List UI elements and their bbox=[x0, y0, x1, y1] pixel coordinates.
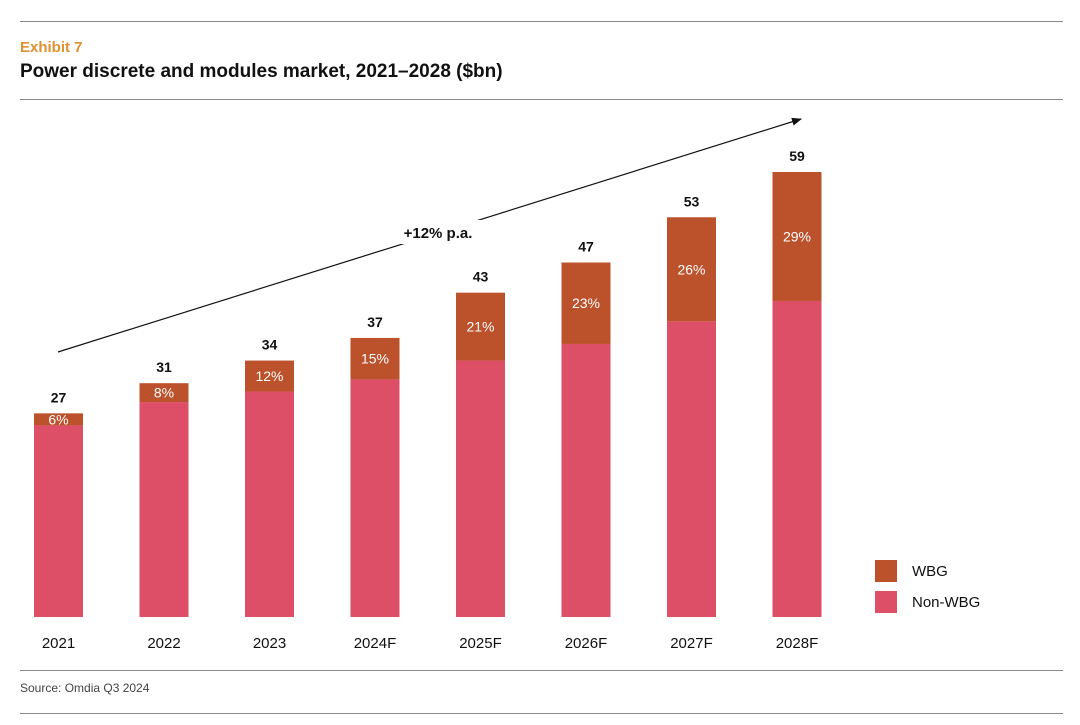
legend-swatch-wbg bbox=[875, 560, 897, 582]
wbg-share-label-2022: 8% bbox=[154, 385, 174, 401]
growth-label-background bbox=[392, 220, 484, 244]
source-note: Source: Omdia Q3 2024 bbox=[20, 681, 150, 695]
bar-wbg-2027f bbox=[667, 217, 716, 322]
bar-non-wbg-2025f bbox=[456, 360, 505, 617]
bar-non-wbg-2026f bbox=[561, 343, 611, 617]
total-label-2023: 34 bbox=[262, 337, 278, 353]
title-rule bbox=[20, 99, 1063, 100]
x-tick-2022: 2022 bbox=[147, 635, 180, 652]
bar-wbg-2021 bbox=[34, 413, 83, 426]
growth-annotation: +12% p.a. bbox=[404, 225, 473, 242]
x-tick-2027f: 2027F bbox=[670, 635, 713, 652]
bar-wbg-2022 bbox=[139, 383, 189, 403]
total-label-2024f: 37 bbox=[367, 314, 383, 330]
bar-wbg-2026f bbox=[561, 262, 611, 344]
bar-non-wbg-2028f bbox=[772, 300, 822, 617]
bar-non-wbg-2024f bbox=[350, 379, 400, 617]
wbg-share-label-2021: 6% bbox=[48, 411, 68, 427]
x-tick-2025f: 2025F bbox=[459, 635, 502, 652]
axis-rule bbox=[20, 670, 1063, 671]
chart-title: Power discrete and modules market, 2021–… bbox=[20, 61, 503, 82]
wbg-share-label-2027f: 26% bbox=[677, 261, 705, 277]
x-tick-2026f: 2026F bbox=[565, 635, 608, 652]
x-tick-2024f: 2024F bbox=[354, 635, 397, 652]
bar-wbg-2023 bbox=[245, 360, 294, 392]
total-label-2021: 27 bbox=[51, 389, 67, 405]
wbg-share-label-2026f: 23% bbox=[572, 295, 600, 311]
total-label-2027f: 53 bbox=[684, 193, 700, 209]
bar-wbg-2028f bbox=[772, 172, 822, 301]
wbg-share-label-2028f: 29% bbox=[783, 228, 811, 244]
wbg-share-label-2025f: 21% bbox=[466, 319, 494, 335]
wbg-share-label-2024f: 15% bbox=[361, 351, 389, 367]
top-rule bbox=[20, 21, 1063, 22]
bar-non-wbg-2023 bbox=[245, 391, 294, 617]
total-label-2028f: 59 bbox=[789, 148, 805, 164]
legend-label-non-wbg: Non-WBG bbox=[912, 594, 981, 611]
legend-label-wbg: WBG bbox=[912, 563, 948, 580]
bar-non-wbg-2027f bbox=[667, 321, 716, 617]
total-label-2026f: 47 bbox=[578, 239, 594, 255]
wbg-share-label-2023: 12% bbox=[255, 368, 283, 384]
bar-wbg-2024f bbox=[350, 337, 400, 380]
bottom-rule bbox=[20, 713, 1063, 714]
exhibit-label: Exhibit 7 bbox=[20, 39, 83, 56]
bar-non-wbg-2022 bbox=[139, 402, 189, 617]
total-label-2025f: 43 bbox=[473, 269, 489, 285]
x-tick-2021: 2021 bbox=[42, 635, 75, 652]
x-tick-2028f: 2028F bbox=[776, 635, 819, 652]
bar-non-wbg-2021 bbox=[34, 425, 83, 617]
legend-swatch-non-wbg bbox=[875, 591, 897, 613]
bar-wbg-2025f bbox=[456, 292, 505, 361]
total-label-2022: 31 bbox=[156, 359, 172, 375]
x-tick-2023: 2023 bbox=[253, 635, 286, 652]
